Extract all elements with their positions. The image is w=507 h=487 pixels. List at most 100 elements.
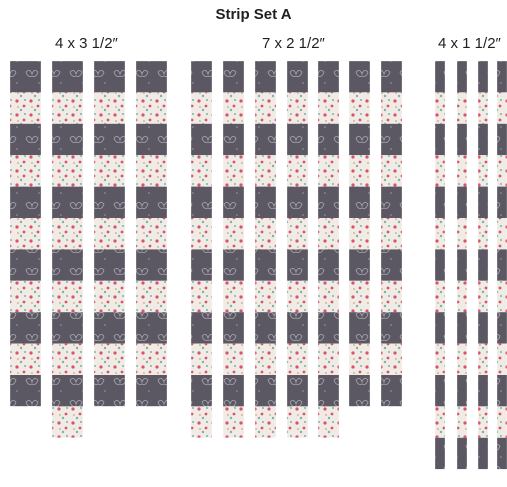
floral-square — [223, 218, 244, 250]
dark-butterfly-square — [381, 123, 402, 156]
dark-butterfly-square — [191, 375, 212, 407]
floral-square — [349, 343, 370, 375]
floral-square — [191, 218, 212, 250]
floral-square — [287, 155, 308, 187]
dark-butterfly-square — [381, 375, 402, 407]
dark-butterfly-square — [94, 375, 125, 407]
strip-outline — [477, 60, 489, 470]
dark-butterfly-square — [255, 123, 276, 156]
dark-butterfly-square — [191, 312, 212, 344]
floral-square — [381, 280, 402, 313]
floral-square — [381, 343, 402, 375]
floral-square — [10, 280, 41, 313]
strip — [317, 60, 340, 438]
strip-outline — [380, 60, 403, 407]
dark-butterfly-square — [287, 186, 308, 218]
floral-square — [10, 92, 41, 124]
floral-square — [94, 343, 125, 375]
dark-butterfly-square — [435, 375, 445, 407]
dark-butterfly-square — [457, 375, 467, 407]
dark-butterfly-square — [136, 186, 167, 218]
floral-square — [287, 280, 308, 313]
dark-butterfly-square — [287, 312, 308, 344]
strip-outline — [254, 60, 277, 438]
dark-butterfly-square — [52, 375, 83, 407]
floral-square — [255, 218, 276, 250]
floral-square — [191, 343, 212, 375]
strip-outline — [317, 60, 340, 438]
dark-butterfly-square — [255, 186, 276, 218]
floral-square — [435, 155, 445, 187]
dark-butterfly-square — [349, 186, 370, 218]
floral-square — [136, 343, 167, 375]
floral-square — [318, 155, 339, 187]
group-label-narrow: 4 x 1 1/2″ — [438, 35, 501, 52]
strip-outline — [51, 60, 84, 438]
dark-butterfly-square — [435, 123, 445, 156]
dark-butterfly-square — [287, 249, 308, 281]
strip-outline — [456, 60, 468, 470]
dark-butterfly-square — [349, 249, 370, 281]
dark-butterfly-square — [497, 249, 507, 281]
dark-butterfly-square — [478, 437, 488, 470]
dark-butterfly-square — [435, 249, 445, 281]
dark-butterfly-square — [10, 312, 41, 344]
strip — [286, 60, 309, 438]
dark-butterfly-square — [497, 312, 507, 344]
dark-butterfly-square — [318, 186, 339, 218]
dark-butterfly-square — [223, 249, 244, 281]
dark-butterfly-square — [318, 312, 339, 344]
floral-square — [457, 280, 467, 313]
strip-outline — [93, 60, 126, 407]
group-label-wide: 4 x 3 1/2″ — [55, 35, 118, 52]
floral-square — [497, 280, 507, 313]
floral-square — [255, 280, 276, 313]
floral-square — [457, 218, 467, 250]
floral-square — [318, 218, 339, 250]
dark-butterfly-square — [255, 249, 276, 281]
floral-square — [136, 92, 167, 124]
strip-outline — [9, 60, 42, 407]
floral-square — [10, 218, 41, 250]
floral-square — [318, 406, 339, 438]
dark-butterfly-square — [381, 61, 402, 93]
strip — [93, 60, 126, 407]
strip-outline — [496, 60, 507, 470]
dark-butterfly-square — [223, 61, 244, 93]
dark-butterfly-square — [457, 186, 467, 218]
floral-square — [478, 343, 488, 375]
dark-butterfly-square — [191, 249, 212, 281]
dark-butterfly-square — [52, 249, 83, 281]
dark-butterfly-square — [255, 312, 276, 344]
dark-butterfly-square — [136, 375, 167, 407]
floral-square — [478, 155, 488, 187]
floral-square — [255, 343, 276, 375]
floral-square — [223, 343, 244, 375]
dark-butterfly-square — [381, 312, 402, 344]
floral-square — [94, 218, 125, 250]
dark-butterfly-square — [457, 123, 467, 156]
floral-square — [349, 155, 370, 187]
dark-butterfly-square — [136, 61, 167, 93]
floral-square — [318, 280, 339, 313]
floral-square — [223, 406, 244, 438]
floral-square — [136, 218, 167, 250]
floral-square — [191, 155, 212, 187]
strip — [496, 60, 507, 470]
floral-square — [478, 92, 488, 124]
strip — [254, 60, 277, 438]
floral-square — [478, 406, 488, 438]
dark-butterfly-square — [223, 375, 244, 407]
dark-butterfly-square — [435, 61, 445, 93]
dark-butterfly-square — [223, 186, 244, 218]
dark-butterfly-square — [457, 249, 467, 281]
floral-square — [497, 218, 507, 250]
dark-butterfly-square — [478, 375, 488, 407]
strip — [348, 60, 371, 407]
dark-butterfly-square — [349, 312, 370, 344]
diagram-title: Strip Set A — [215, 6, 292, 23]
floral-square — [94, 92, 125, 124]
floral-square — [94, 155, 125, 187]
strip-outline — [348, 60, 371, 407]
